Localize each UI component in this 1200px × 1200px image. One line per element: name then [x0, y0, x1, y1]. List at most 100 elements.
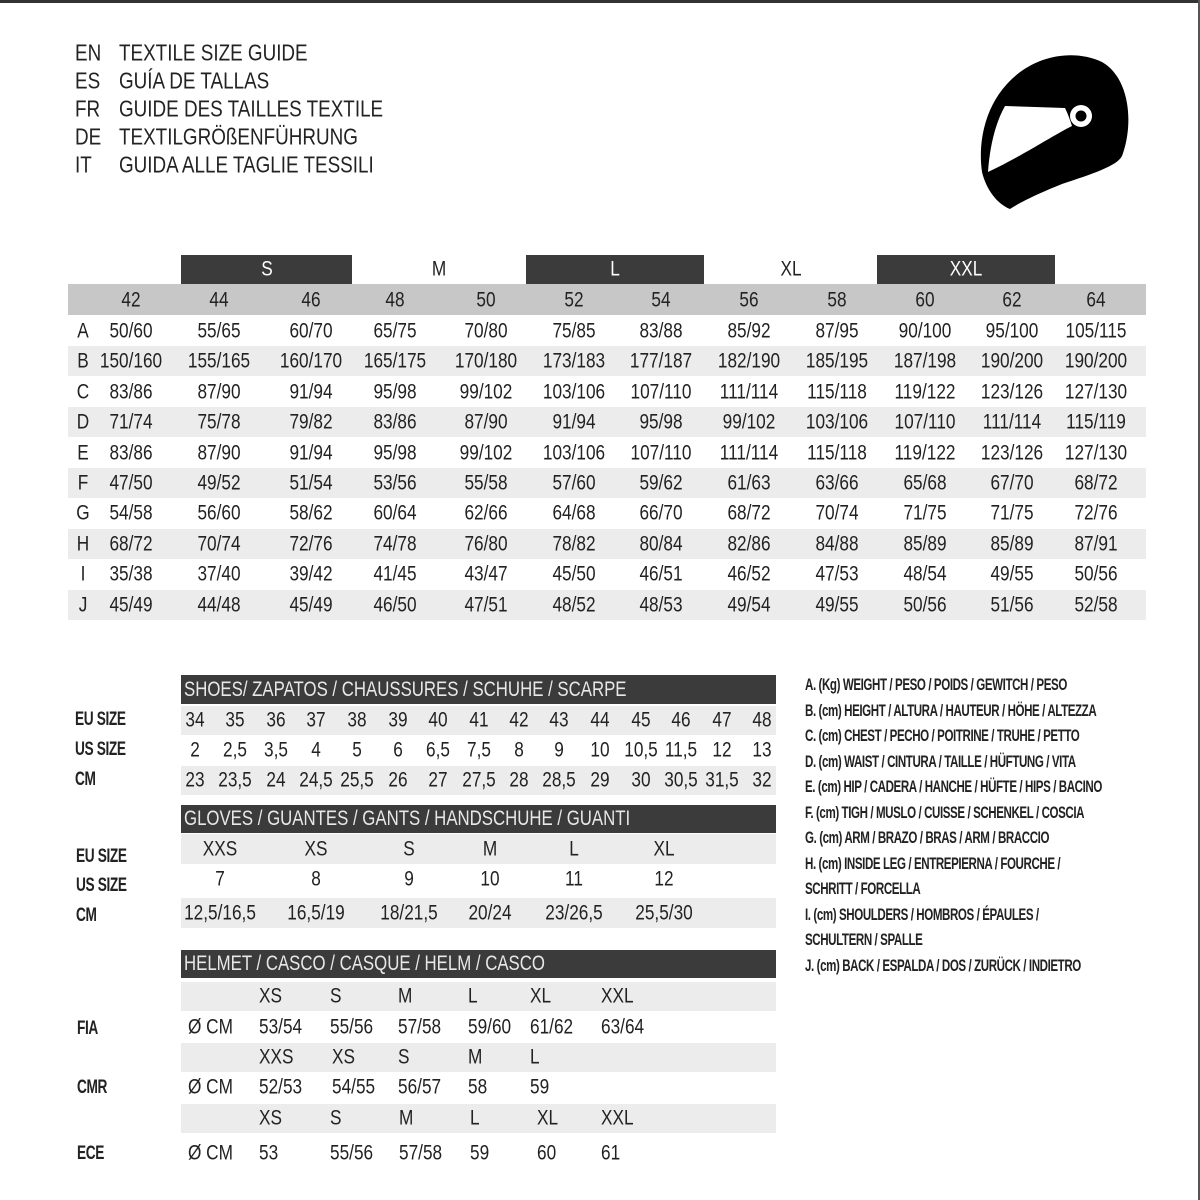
shoe-size-cell: 46 — [671, 708, 691, 732]
table-cell: 187/198 — [893, 349, 957, 373]
helmet-size: XL — [537, 1106, 559, 1130]
legend-line: I. (cm) SHOULDERS / HOMBROS / ÉPAULES / — [805, 904, 1039, 924]
shoe-size-cell: 10 — [590, 738, 610, 762]
helmet-size: XXL — [601, 1106, 634, 1130]
helmet-value: 59 — [470, 1141, 490, 1165]
shoe-size-cell: 44 — [590, 708, 610, 732]
glove-size-cell: 18/21,5 — [380, 901, 438, 925]
shoe-size-cell: 9 — [554, 738, 564, 762]
row-label: C — [76, 380, 90, 404]
table-cell: 87/90 — [464, 410, 508, 434]
row-stripe — [181, 834, 776, 864]
helmet-value: 56/57 — [398, 1075, 442, 1099]
table-cell: 105/115 — [1065, 319, 1127, 343]
table-cell: 59/62 — [639, 471, 683, 495]
helmet-value: 52/53 — [259, 1075, 303, 1099]
table-cell: 71/74 — [109, 410, 153, 434]
table-cell: 55/58 — [464, 471, 508, 495]
helmet-value: 59 — [530, 1075, 550, 1099]
helmet-value: 57/58 — [399, 1141, 443, 1165]
table-cell: 165/175 — [363, 349, 427, 373]
size-number: 56 — [739, 288, 759, 312]
table-cell: 83/86 — [109, 441, 153, 465]
size-group-label: XXL — [949, 257, 983, 281]
table-cell: 95/100 — [985, 319, 1039, 343]
table-cell: 37/40 — [197, 562, 241, 586]
frame-right-border — [1198, 0, 1200, 1200]
helmet-value: 58 — [468, 1075, 488, 1099]
guide-title: GUIDA ALLE TAGLIE TESSILI — [119, 151, 374, 178]
table-cell: 51/54 — [289, 471, 333, 495]
shoe-size-cell: 26 — [388, 768, 408, 792]
legend-line: A. (Kg) WEIGHT / PESO / POIDS / GEWITCH … — [805, 675, 1067, 694]
gloves-row-label: CM — [76, 905, 97, 926]
table-cell: 190/200 — [980, 349, 1044, 373]
table-cell: 150/160 — [99, 349, 163, 373]
legend-line: SCHULTERN / SPALLE — [805, 930, 923, 949]
shoe-size-cell: 37 — [306, 708, 326, 732]
table-cell: 55/65 — [197, 319, 241, 343]
table-cell: 85/89 — [990, 532, 1034, 556]
table-cell: 99/102 — [459, 441, 513, 465]
table-cell: 111/114 — [719, 380, 779, 404]
table-cell: 70/80 — [464, 319, 508, 343]
glove-size-cell: 16,5/19 — [287, 901, 345, 925]
glove-size-cell: 20/24 — [468, 901, 512, 925]
table-cell: 107/110 — [630, 441, 692, 465]
table-cell: 78/82 — [552, 532, 596, 556]
legend-line: D. (cm) WAIST / CINTURA / TAILLE / HÜFTU… — [805, 751, 1076, 771]
size-group-bar — [526, 255, 704, 284]
table-cell: 127/130 — [1064, 441, 1128, 465]
table-cell: 111/114 — [982, 410, 1042, 434]
glove-size-cell: XXS — [202, 837, 238, 861]
helmet-size: XS — [332, 1045, 355, 1069]
shoes-row-label: CM — [75, 769, 96, 790]
table-cell: 119/122 — [894, 380, 956, 404]
table-cell: 75/85 — [552, 319, 596, 343]
table-cell: 83/88 — [639, 319, 683, 343]
shoe-size-cell: 39 — [388, 708, 408, 732]
table-cell: 49/55 — [990, 562, 1034, 586]
shoe-size-cell: 47 — [712, 708, 732, 732]
table-cell: 50/56 — [903, 593, 947, 617]
glove-size-cell: L — [569, 837, 579, 861]
table-cell: 72/76 — [1074, 501, 1118, 525]
shoe-size-cell: 30 — [631, 768, 651, 792]
glove-size-cell: XL — [653, 837, 675, 861]
guide-title: GUIDE DES TAILLES TEXTILE — [119, 95, 384, 122]
helmet-size: L — [470, 1106, 480, 1130]
shoe-size-cell: 27,5 — [462, 768, 496, 792]
shoes-title: SHOES/ ZAPATOS / CHAUSSURES / SCHUHE / S… — [184, 678, 627, 701]
table-cell: 115/118 — [807, 441, 867, 465]
table-cell: 85/89 — [903, 532, 947, 556]
shoe-size-cell: 35 — [225, 708, 245, 732]
table-cell: 160/170 — [279, 349, 343, 373]
glove-size-cell: 12,5/16,5 — [184, 901, 256, 925]
row-stripe — [181, 898, 776, 928]
helmet-unit: Ø CM — [188, 1141, 233, 1165]
table-cell: 64/68 — [552, 501, 596, 525]
table-cell: 91/94 — [289, 441, 333, 465]
glove-size-cell: S — [403, 837, 415, 861]
language-code: IT — [75, 151, 92, 178]
table-cell: 107/110 — [894, 410, 956, 434]
table-cell: 62/66 — [464, 501, 508, 525]
helmet-size: S — [398, 1045, 410, 1069]
helmet-size: S — [330, 984, 342, 1008]
row-stripe — [68, 407, 1146, 438]
shoe-size-cell: 5 — [352, 738, 362, 762]
table-cell: 87/91 — [1074, 532, 1118, 556]
row-stripe — [181, 982, 776, 1011]
table-cell: 43/47 — [464, 562, 508, 586]
table-cell: 60/70 — [289, 319, 333, 343]
table-cell: 50/56 — [1074, 562, 1118, 586]
shoe-size-cell: 24,5 — [299, 768, 333, 792]
shoe-size-cell: 32 — [752, 768, 772, 792]
row-label: G — [76, 501, 90, 525]
gloves-title: GLOVES / GUANTES / GANTS / HANDSCHUHE / … — [184, 807, 631, 830]
shoe-size-cell: 25,5 — [340, 768, 374, 792]
helmet-size: XL — [530, 984, 552, 1008]
row-stripe — [68, 468, 1146, 498]
table-cell: 48/53 — [639, 593, 683, 617]
table-cell: 87/90 — [197, 441, 241, 465]
